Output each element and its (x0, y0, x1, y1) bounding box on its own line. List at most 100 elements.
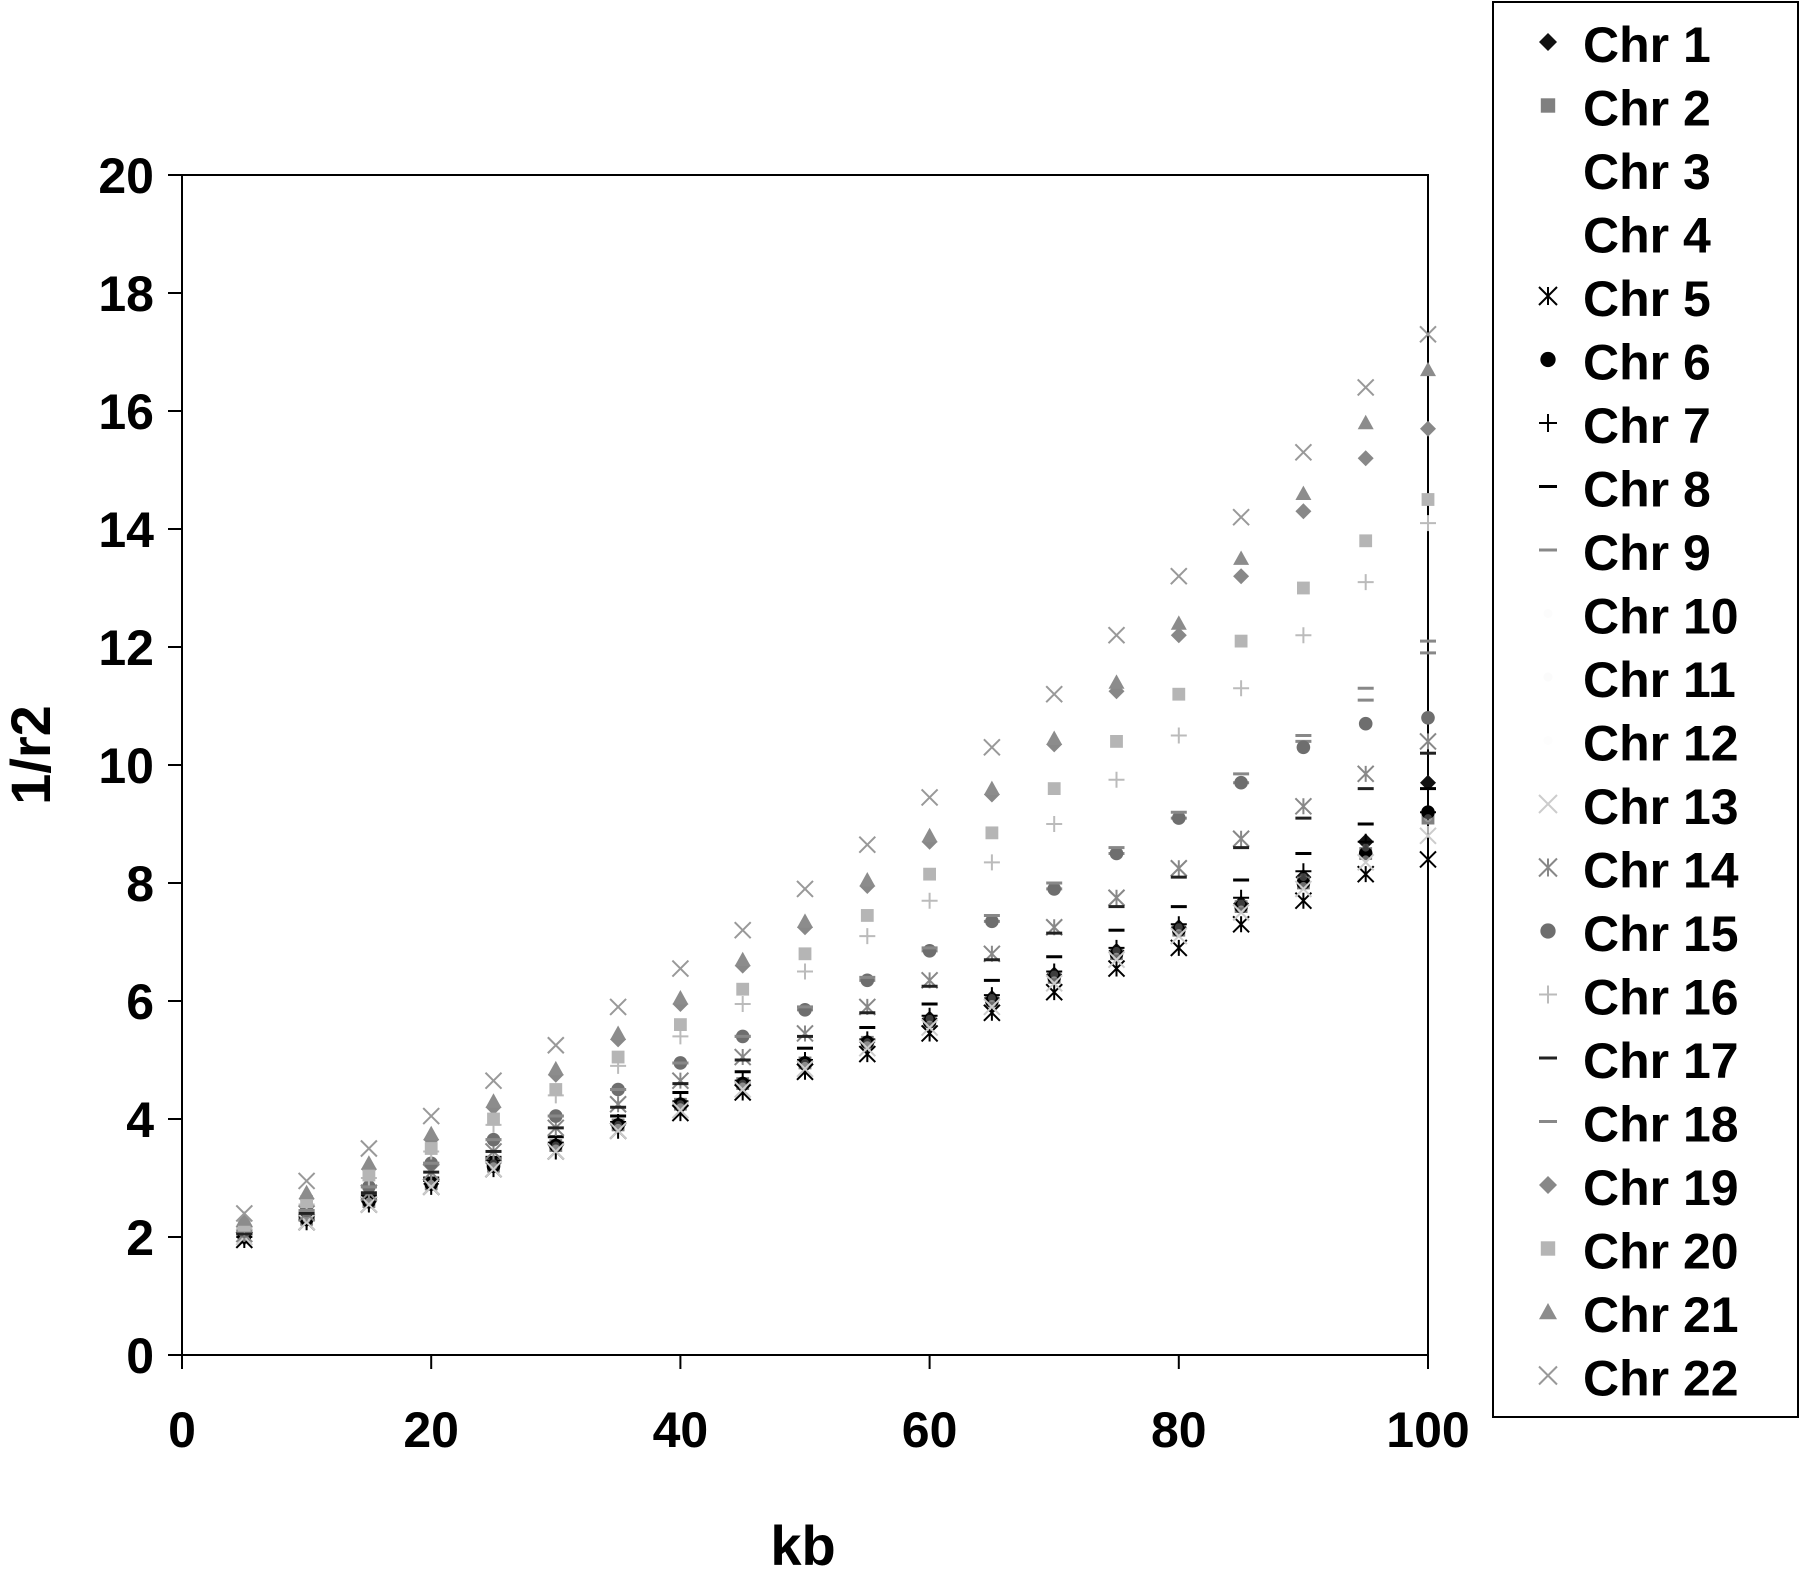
data-point (797, 913, 813, 928)
y-tick-label: 8 (126, 856, 154, 912)
data-point (549, 1083, 563, 1096)
data-point (674, 1018, 687, 1031)
legend-marker (1539, 1303, 1557, 1320)
data-point (1421, 493, 1435, 506)
data-point (1172, 811, 1186, 825)
legend-label: Chr 22 (1583, 1351, 1739, 1407)
data-point (860, 909, 874, 922)
data-point (796, 880, 814, 898)
data-point (1358, 716, 1373, 731)
legend-label: Chr 20 (1583, 1224, 1739, 1280)
data-point (797, 1052, 813, 1068)
data-point (1112, 946, 1121, 955)
legend-item: Chr 20 (1540, 1224, 1739, 1280)
y-tick-label: 20 (98, 148, 154, 204)
data-point (738, 1079, 747, 1088)
data-point (1045, 974, 1063, 993)
data-point (1107, 626, 1126, 644)
data-point (859, 1031, 876, 1048)
data-point (1170, 859, 1188, 877)
data-point (362, 1168, 376, 1182)
y-tick-label: 2 (126, 1210, 154, 1266)
legend-label: Chr 8 (1583, 462, 1711, 518)
legend-marker (1538, 857, 1558, 878)
data-point (1170, 615, 1187, 630)
data-point (1295, 485, 1312, 500)
x-tick-label: 60 (902, 1402, 958, 1458)
legend-marker (1539, 1176, 1557, 1194)
data-point (423, 1125, 440, 1141)
legend-item: Chr 18 (1539, 1097, 1739, 1153)
legend-label: Chr 6 (1583, 335, 1711, 391)
legend-item: Chr 12 (1543, 716, 1739, 772)
data-point (676, 1100, 685, 1109)
data-point (672, 990, 689, 1005)
data-point (547, 1036, 565, 1054)
data-point (609, 1095, 627, 1113)
legend-label: Chr 9 (1583, 525, 1711, 581)
data-point (611, 1050, 625, 1064)
legend-label: Chr 2 (1583, 81, 1711, 137)
data-point (858, 1039, 877, 1057)
legend-marker (1540, 923, 1556, 939)
data-point (1424, 825, 1432, 834)
series-chr-17 (236, 751, 1436, 1236)
data-point (610, 1025, 627, 1040)
data-point (1234, 775, 1248, 790)
legend-marker (1538, 1365, 1558, 1386)
legend-item: Chr 11 (1543, 652, 1736, 708)
y-tick-label: 4 (126, 1092, 154, 1148)
legend-marker (1540, 98, 1556, 113)
data-point (1108, 674, 1125, 689)
x-tick-label: 80 (1151, 1402, 1207, 1458)
data-point (1109, 846, 1124, 861)
x-tick-label: 40 (653, 1402, 709, 1458)
data-point (733, 921, 752, 939)
legend-item: Chr 15 (1540, 906, 1739, 962)
data-point (297, 1172, 316, 1190)
y-tick-label: 18 (98, 266, 154, 322)
data-point (1045, 983, 1063, 1001)
legend-label: Chr 14 (1583, 843, 1739, 899)
legend-item: Chr 14 (1538, 843, 1739, 899)
data-point (1299, 873, 1308, 882)
data-point (1294, 880, 1313, 898)
data-point (796, 1060, 814, 1078)
data-point (1174, 923, 1183, 932)
data-point (860, 973, 875, 988)
data-point (734, 995, 751, 1012)
data-point (1361, 843, 1370, 852)
data-point (1232, 508, 1250, 526)
data-point (733, 1048, 752, 1066)
data-point (1358, 846, 1373, 861)
legend-item: Chr 5 (1538, 271, 1711, 327)
data-point (1295, 863, 1312, 880)
data-point (609, 998, 627, 1016)
data-point (1170, 916, 1187, 933)
data-point (672, 1028, 689, 1045)
data-point (1357, 833, 1374, 850)
data-point (360, 1155, 377, 1170)
data-point (360, 1139, 378, 1158)
legend-item: Chr 2 (1540, 81, 1711, 137)
data-point (1046, 730, 1063, 745)
legend-item: Chr 16 (1539, 970, 1739, 1026)
data-point (797, 963, 813, 980)
data-point (1232, 903, 1250, 922)
data-point (1107, 950, 1126, 969)
data-point (1419, 827, 1437, 845)
data-point (734, 1072, 751, 1089)
y-tick-label: 6 (126, 974, 154, 1030)
data-point (983, 854, 1000, 871)
series-chr-22 (235, 325, 1437, 1223)
data-point (734, 951, 751, 967)
data-point (1170, 727, 1187, 744)
legend-label: Chr 5 (1583, 271, 1711, 327)
legend-marker (1543, 609, 1553, 618)
data-point (671, 959, 690, 978)
y-tick-label: 14 (98, 502, 154, 558)
data-point (672, 1093, 689, 1110)
data-point (798, 947, 812, 961)
x-tick-label: 0 (168, 1402, 196, 1458)
data-point (1420, 361, 1436, 377)
